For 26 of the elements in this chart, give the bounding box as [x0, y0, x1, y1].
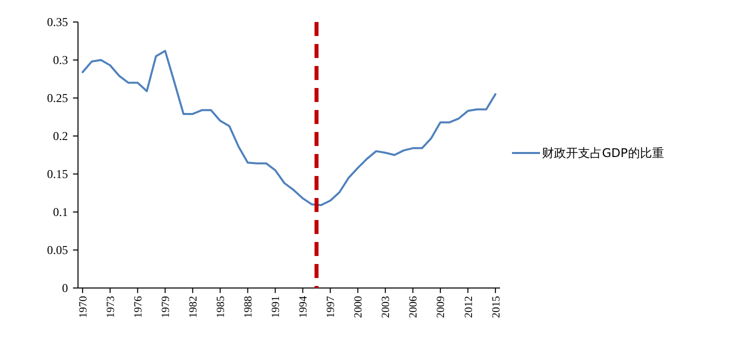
x-tick-label: 1976: [132, 296, 144, 318]
x-tick-label: 1994: [298, 296, 310, 318]
x-tick-label: 2009: [435, 296, 448, 318]
y-tick-label: 0.05: [47, 243, 68, 258]
y-tick-label: 0.15: [47, 167, 68, 182]
x-tick-label: 1985: [215, 296, 228, 318]
y-tick-label: 0: [62, 281, 68, 296]
x-tick-label: 1997: [325, 296, 338, 318]
y-tick-label: 0.2: [53, 129, 68, 144]
x-tick-label: 1970: [77, 296, 90, 318]
x-tick-label: 1973: [104, 296, 117, 318]
x-tick-label: 1979: [160, 296, 172, 318]
x-tick-label: 1982: [188, 296, 200, 318]
x-tick-label: 1988: [242, 296, 255, 318]
y-tick-label: 0.25: [47, 91, 68, 106]
x-tick-label: 2006: [408, 296, 420, 318]
y-tick-label: 0.1: [53, 205, 68, 220]
x-tick-label: 1991: [270, 296, 282, 318]
y-tick-label: 0.3: [53, 53, 68, 68]
legend-label: 财政开支占GDP的比重: [542, 146, 664, 160]
x-tick-label: 2000: [352, 296, 365, 318]
x-tick-label: 2003: [380, 296, 392, 318]
y-tick-label: 0.35: [47, 15, 68, 30]
x-tick-label: 2012: [462, 296, 475, 318]
x-tick-label: 2015: [490, 296, 502, 318]
line-series: [82, 50, 496, 206]
